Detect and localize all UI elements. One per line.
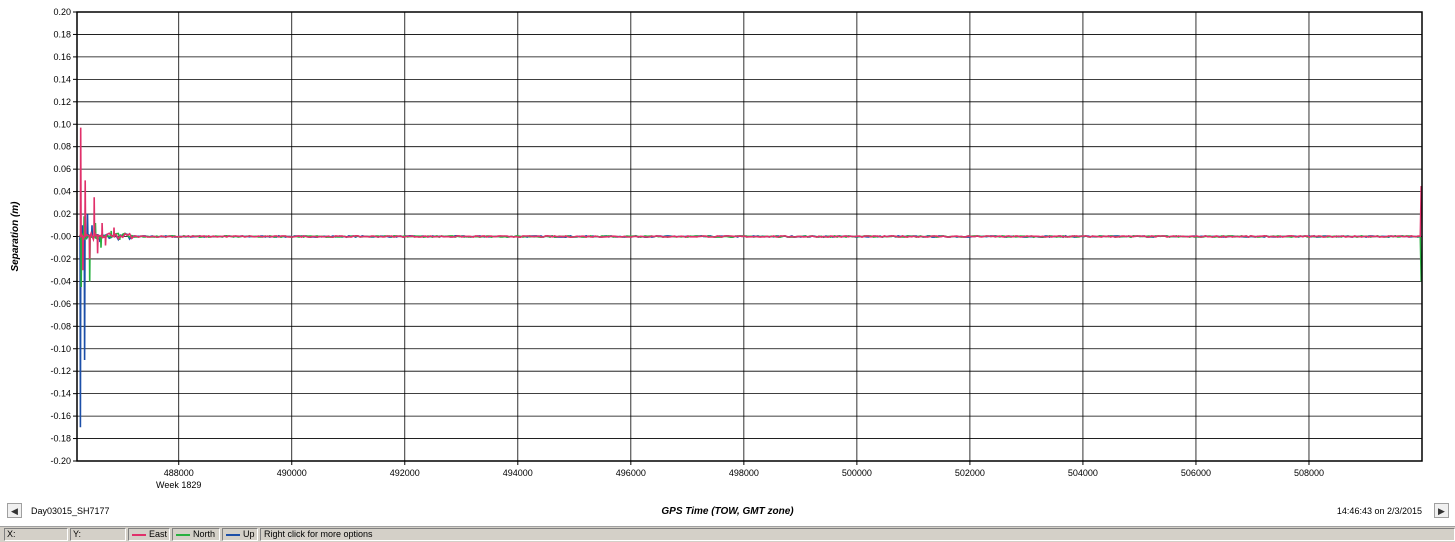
x-tick-label: 508000	[1294, 468, 1324, 478]
series-lines	[79, 127, 1422, 428]
x-tick-sublabel: Week 1829	[156, 480, 201, 490]
y-tick-label: 0.10	[53, 119, 71, 129]
series-line-north	[79, 216, 1422, 288]
y-tick-label: -0.12	[50, 366, 71, 376]
y-tick-label: 0.08	[53, 142, 71, 152]
arrow-left-icon[interactable]: ◀	[7, 503, 22, 518]
series-line-east	[79, 127, 1422, 271]
x-readout: X:	[4, 528, 68, 541]
y-tick-label: -0.16	[50, 411, 71, 421]
x-tick-label: 494000	[503, 468, 533, 478]
y-tick-label: 0.12	[53, 97, 71, 107]
timestamp: 14:46:43 on 2/3/2015	[1336, 506, 1422, 516]
legend-item-east[interactable]: East	[128, 528, 170, 541]
x-axis-title: GPS Time (TOW, GMT zone)	[661, 506, 794, 517]
legend-item-north[interactable]: North	[172, 528, 220, 541]
x-tick-labels: 488000 Week 1829 490000 492000 494000 496000 4…	[156, 468, 1324, 490]
status-message: Right click for more options	[260, 528, 1455, 541]
dataset-name: Day03015_SH7177	[31, 506, 110, 516]
up-swatch-icon	[226, 534, 240, 536]
y-tick-label: -0.20	[50, 456, 71, 466]
plot-frame	[76, 11, 1423, 462]
y-tick-label: 0.06	[53, 164, 71, 174]
y-tick-label: -0.04	[50, 276, 71, 286]
y-tick-label: 0.02	[53, 209, 71, 219]
x-tick-label: 506000	[1181, 468, 1211, 478]
y-tick-label: -0.06	[50, 299, 71, 309]
y-readout: Y:	[70, 528, 126, 541]
x-tick-label: 488000	[164, 468, 194, 478]
status-bar: X: Y: East North Up Right click for more…	[0, 526, 1455, 542]
y-tick-label: 0.14	[53, 74, 71, 84]
x-tick-label: 496000	[616, 468, 646, 478]
x-tick-label: 504000	[1068, 468, 1098, 478]
east-swatch-icon	[132, 534, 146, 536]
y-tick-label: -0.02	[50, 254, 71, 264]
north-swatch-icon	[176, 534, 190, 536]
y-tick-label: -0.14	[50, 389, 71, 399]
y-tick-label: 0.20	[53, 7, 71, 17]
y-tick-label: -0.08	[50, 321, 71, 331]
arrow-right-icon[interactable]: ▶	[1434, 503, 1449, 518]
x-tick-label: 502000	[955, 468, 985, 478]
y-tick-label: 0.04	[53, 187, 71, 197]
y-tick-label: -0.10	[50, 344, 71, 354]
navigation-bar: ◀ Day03015_SH7177 GPS Time (TOW, GMT zon…	[0, 500, 1455, 524]
x-tick-label: 500000	[842, 468, 872, 478]
y-tick-label: 0.18	[53, 29, 71, 39]
plot-area[interactable]: 0.20 0.18 0.16 0.14 0.12 0.10 0.08 0.06 0.04 0.02…	[0, 0, 1455, 500]
y-axis-title: Separation (m)	[10, 201, 21, 272]
y-tick-label: -0.18	[50, 434, 71, 444]
series-line-up	[79, 214, 1422, 428]
x-tick-label: 490000	[277, 468, 307, 478]
y-tick-label: 0.16	[53, 52, 71, 62]
x-tick-label: 498000	[729, 468, 759, 478]
legend-item-up[interactable]: Up	[222, 528, 258, 541]
y-tick-label: -0.00	[50, 232, 71, 242]
y-tick-labels: 0.20 0.18 0.16 0.14 0.12 0.10 0.08 0.06 0.04 0.02…	[50, 7, 71, 466]
x-tick-label: 492000	[390, 468, 420, 478]
grid-lines	[73, 11, 1422, 465]
